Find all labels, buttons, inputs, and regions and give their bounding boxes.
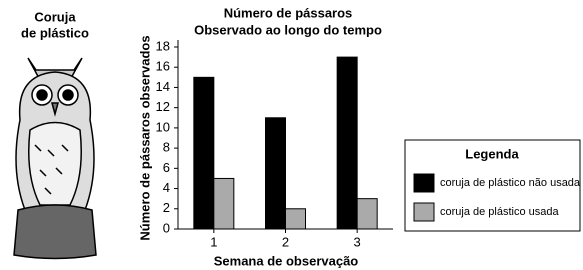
owl-illustration [14, 58, 96, 259]
owl-pupil [37, 90, 47, 100]
y-tick-label: 2 [163, 200, 170, 215]
y-tick-label: 8 [163, 140, 170, 155]
y-tick-label: 6 [163, 160, 170, 175]
owl-stump [14, 205, 96, 259]
chart-title: Número de pássaros [224, 5, 353, 20]
x-tick-label: 3 [354, 234, 361, 249]
y-tick-label: 12 [156, 99, 170, 114]
y-tick-label: 16 [156, 59, 170, 74]
x-tick-label: 2 [282, 234, 289, 249]
image-caption: de plástico [21, 25, 89, 40]
image-caption: Coruja [34, 9, 76, 24]
y-tick-label: 18 [156, 38, 170, 53]
legend-swatch [414, 203, 434, 221]
legend-label: coruja de plástico não usada [440, 177, 581, 189]
legend-title: Legenda [465, 146, 519, 161]
owl-pupil [63, 90, 73, 100]
bar [194, 77, 214, 229]
owl-chest [29, 123, 82, 206]
y-axis-label: Número de pássaros observados [137, 35, 152, 240]
y-tick-label: 0 [163, 220, 170, 235]
legend-label: coruja de plástico usada [440, 206, 560, 218]
bar [286, 209, 306, 229]
bar [337, 57, 357, 229]
legend-swatch [414, 174, 434, 192]
y-tick-label: 4 [163, 180, 170, 195]
y-tick-label: 10 [156, 119, 170, 134]
x-axis-label: Semana de observação [214, 253, 359, 268]
chart-subtitle: Observado ao longo do tempo [194, 22, 382, 37]
bar [214, 178, 234, 229]
bar [266, 118, 286, 229]
x-tick-label: 1 [210, 234, 217, 249]
y-tick-label: 14 [156, 79, 170, 94]
chart: Coruja de plástico Número de pássaros Ob… [0, 0, 583, 270]
bar [357, 199, 377, 229]
